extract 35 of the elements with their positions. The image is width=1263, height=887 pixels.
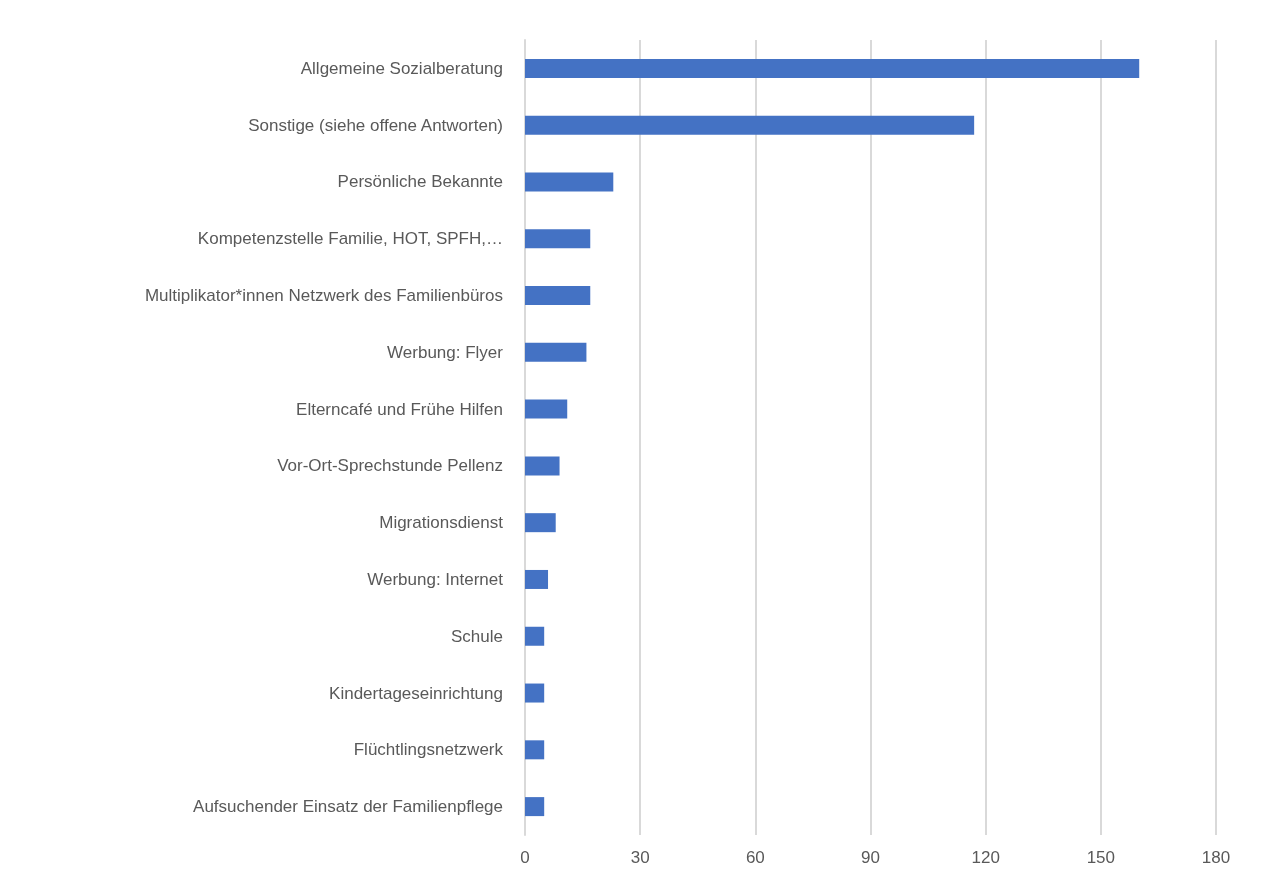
y-tick-label: Allgemeine Sozialberatung bbox=[300, 58, 503, 78]
bar bbox=[525, 399, 568, 419]
bar bbox=[525, 456, 560, 476]
x-tick-label: 150 bbox=[1086, 848, 1116, 867]
bar bbox=[525, 342, 587, 362]
x-tick-label: 180 bbox=[1201, 848, 1231, 867]
y-tick-label: Multiplikator*innen Netzwerk des Familienbüros bbox=[144, 286, 503, 306]
y-tick-label: Elterncafé und Frühe Hilfen bbox=[296, 399, 503, 419]
bar bbox=[525, 683, 545, 703]
y-tick-label: Persönliche Bekannte bbox=[337, 172, 503, 192]
y-tick-label: Werbung: Internet bbox=[367, 569, 504, 589]
y-tick-label: Vor-Ort-Sprechstunde Pellenz bbox=[277, 456, 503, 476]
bar bbox=[525, 569, 549, 589]
bar bbox=[525, 513, 556, 533]
bar bbox=[525, 797, 545, 817]
x-tick-label: 30 bbox=[630, 848, 650, 867]
bar bbox=[525, 740, 545, 760]
y-tick-label: Sonstige (siehe offene Antworten) bbox=[248, 115, 503, 135]
x-tick-label: 90 bbox=[861, 848, 880, 867]
y-tick-label: Schule bbox=[451, 626, 503, 646]
y-tick-label: Migrationsdienst bbox=[379, 513, 504, 533]
bar bbox=[525, 286, 591, 306]
x-tick-label: 0 bbox=[520, 848, 530, 867]
y-tick-label: Aufsuchender Einsatz der Familienpflege bbox=[193, 797, 503, 817]
x-tick-label: 60 bbox=[745, 848, 765, 867]
bar bbox=[525, 626, 545, 646]
y-tick-label: Kompetenzstelle Familie, HOT, SPFH,… bbox=[197, 229, 503, 249]
x-tick-label: 120 bbox=[971, 848, 1000, 867]
y-tick-label: Flüchtlingsnetzwerk bbox=[353, 740, 504, 760]
bar bbox=[525, 229, 591, 249]
y-tick-label: Kindertageseinrichtung bbox=[329, 683, 503, 703]
bar bbox=[525, 172, 614, 192]
bar bbox=[525, 115, 975, 135]
bar bbox=[525, 58, 1140, 78]
y-tick-label: Werbung: Flyer bbox=[387, 342, 504, 362]
